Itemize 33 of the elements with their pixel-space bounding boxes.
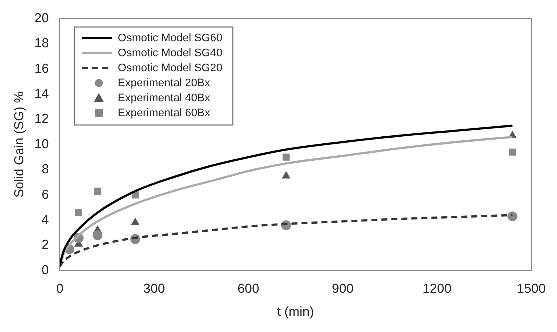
y-tick-label: 4 — [42, 212, 50, 227]
x-tick-label: 900 — [332, 281, 354, 296]
y-tick-label: 2 — [42, 237, 50, 252]
x-tick-label: 300 — [144, 281, 166, 296]
legend-label: Osmotic Model SG60 — [118, 32, 223, 44]
x-axis-title: t (min) — [277, 304, 314, 319]
y-tick-label: 12 — [34, 111, 50, 126]
legend-label: Experimental 60Bx — [118, 107, 211, 120]
point — [75, 209, 82, 216]
y-tick-label: 16 — [34, 60, 50, 76]
point — [94, 188, 102, 195]
legend-label: Osmotic Model SG40 — [118, 47, 223, 60]
x-tick-label: 600 — [238, 281, 260, 296]
legend-label: Osmotic Model SG20 — [118, 62, 223, 74]
point — [509, 148, 516, 156]
x-tick-label: 1500 — [517, 281, 546, 296]
y-tick-label: 6 — [42, 186, 50, 202]
x-tick-label: 0 — [56, 281, 64, 296]
legend-label: Experimental 40Bx — [118, 92, 211, 104]
point — [282, 154, 290, 161]
y-tick-label: 20 — [34, 10, 50, 26]
y-tick-label: 8 — [42, 162, 50, 177]
y-tick-label: 0 — [42, 262, 50, 278]
legend-label: Experimental 20Bx — [118, 77, 211, 90]
y-tick-label: 14 — [34, 86, 50, 101]
y-tick-label: 18 — [34, 36, 50, 51]
point — [92, 230, 103, 241]
x-tick-label: 1200 — [422, 281, 452, 296]
y-tick-label: 10 — [34, 136, 50, 152]
point — [282, 171, 291, 179]
point — [131, 218, 140, 226]
y-axis-title: Solid Gain (SG) % — [11, 91, 26, 198]
point — [508, 212, 518, 222]
